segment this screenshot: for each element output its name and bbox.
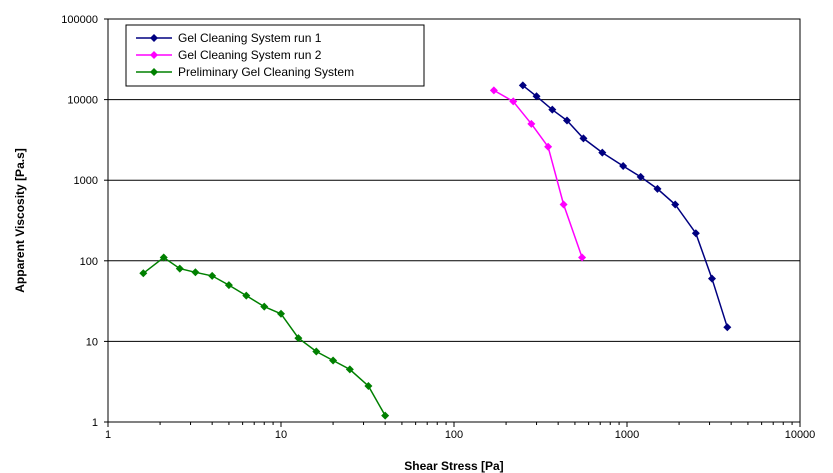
- data-point: [579, 134, 588, 143]
- legend-item: Preliminary Gel Cleaning System: [136, 65, 354, 79]
- legend-item: Gel Cleaning System run 2: [136, 48, 322, 62]
- data-point: [159, 253, 168, 262]
- data-point: [548, 105, 557, 114]
- legend-swatch-marker: [150, 34, 158, 42]
- data-point: [175, 264, 184, 273]
- legend-label: Gel Cleaning System run 2: [178, 48, 322, 62]
- data-point: [532, 92, 541, 101]
- data-point: [381, 411, 390, 420]
- data-point: [559, 200, 568, 209]
- data-point: [277, 309, 285, 318]
- legend-swatch-marker: [150, 68, 158, 76]
- data-point: [708, 274, 717, 283]
- data-point: [294, 334, 303, 343]
- series-line: [522, 84, 729, 328]
- x-axis-title: Shear Stress [Pa]: [404, 459, 503, 473]
- y-tick-label: 1: [92, 417, 98, 429]
- legend-label: Preliminary Gel Cleaning System: [178, 65, 354, 79]
- y-tick-label: 10: [86, 336, 98, 348]
- series-2: [489, 86, 587, 262]
- x-tick-label: 10000: [785, 429, 816, 441]
- data-point: [208, 271, 217, 280]
- legend: Gel Cleaning System run 1 Gel Cleaning Sy…: [125, 24, 425, 87]
- y-axis-title: Apparent Viscosity [Pa.s]: [13, 148, 27, 293]
- data-point: [619, 162, 628, 171]
- data-point: [518, 81, 527, 90]
- data-point: [509, 97, 518, 106]
- x-tick-label: 100: [445, 429, 463, 441]
- data-point: [489, 86, 498, 95]
- data-point: [544, 142, 553, 151]
- series-3: [139, 253, 390, 420]
- x-tick-label: 10: [275, 429, 287, 441]
- data-point: [598, 148, 607, 157]
- data-point: [242, 291, 251, 300]
- y-tick-label: 1000: [74, 175, 98, 187]
- legend-swatch-marker: [150, 51, 158, 59]
- axes: [104, 18, 801, 427]
- legend-item: Gel Cleaning System run 1: [136, 31, 322, 45]
- y-tick-label: 100: [80, 256, 98, 268]
- data-point: [224, 281, 233, 290]
- data-point: [364, 381, 373, 390]
- series-1: [518, 81, 732, 332]
- y-tick-label: 100000: [61, 14, 98, 26]
- legend-box: [125, 24, 425, 87]
- data-point: [691, 229, 700, 238]
- x-tick-label: 1: [105, 429, 111, 441]
- data-point: [563, 116, 572, 125]
- x-tick-label: 1000: [615, 429, 639, 441]
- data-point: [723, 323, 732, 332]
- y-tick-label: 10000: [67, 95, 98, 107]
- data-point: [578, 253, 587, 262]
- series-line: [493, 89, 583, 258]
- series-line: [142, 256, 386, 416]
- data-point: [139, 269, 148, 278]
- data-point: [312, 347, 321, 356]
- data-point: [260, 302, 269, 311]
- data-point: [671, 200, 680, 209]
- data-point: [653, 184, 662, 193]
- data-point: [527, 119, 536, 128]
- data-point: [191, 268, 200, 277]
- data-point: [345, 365, 354, 374]
- data-point: [329, 356, 338, 365]
- series-group: [139, 81, 732, 420]
- legend-label: Gel Cleaning System run 1: [178, 31, 322, 45]
- data-point: [636, 172, 645, 181]
- tick-labels: 1 10 100 1000 10000 100000 1 10 100 1000 10000: [61, 14, 815, 441]
